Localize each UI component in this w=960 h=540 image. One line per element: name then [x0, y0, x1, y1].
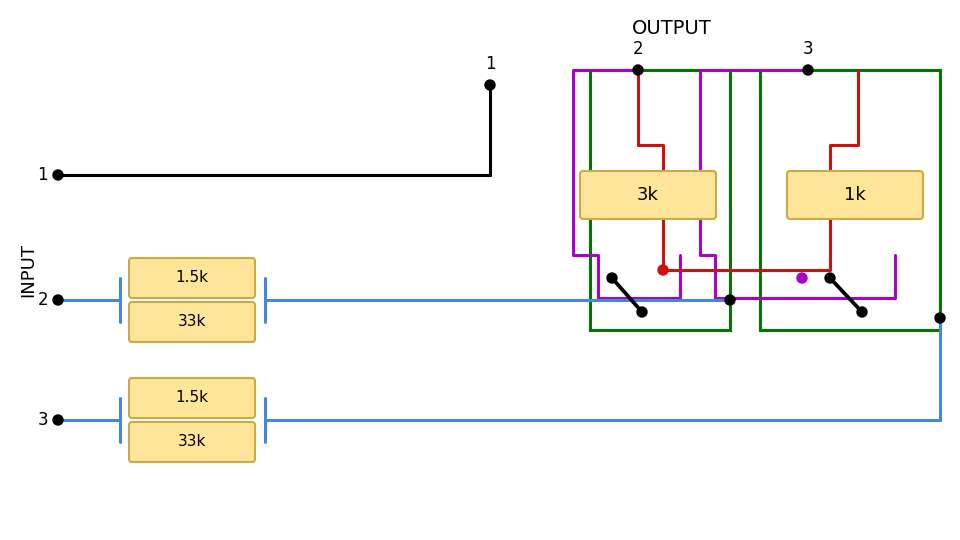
Circle shape: [797, 273, 807, 283]
Text: 3: 3: [37, 411, 48, 429]
Text: OUTPUT: OUTPUT: [632, 18, 712, 37]
Text: 1: 1: [37, 166, 48, 184]
Circle shape: [485, 80, 495, 90]
Text: 3: 3: [803, 40, 813, 58]
Circle shape: [53, 415, 63, 425]
Text: 2: 2: [633, 40, 643, 58]
Text: 1k: 1k: [844, 186, 866, 204]
Text: INPUT: INPUT: [19, 243, 37, 297]
Circle shape: [935, 313, 945, 323]
Text: 33k: 33k: [178, 435, 206, 449]
Bar: [590, 70, 730, 330]
Circle shape: [637, 307, 647, 317]
Circle shape: [825, 273, 835, 283]
Text: 3k: 3k: [637, 186, 659, 204]
Text: 33k: 33k: [178, 314, 206, 329]
Circle shape: [607, 273, 617, 283]
Circle shape: [633, 65, 643, 75]
FancyBboxPatch shape: [129, 378, 255, 418]
FancyBboxPatch shape: [129, 422, 255, 462]
Circle shape: [53, 295, 63, 305]
Text: 1: 1: [485, 55, 495, 73]
Text: 1.5k: 1.5k: [176, 390, 208, 406]
FancyBboxPatch shape: [580, 171, 716, 219]
Circle shape: [857, 307, 867, 317]
Bar: [760, 70, 940, 330]
Circle shape: [658, 265, 668, 275]
Circle shape: [53, 170, 63, 180]
FancyBboxPatch shape: [129, 258, 255, 298]
FancyBboxPatch shape: [787, 171, 923, 219]
Circle shape: [725, 295, 735, 305]
FancyBboxPatch shape: [129, 302, 255, 342]
Text: 2: 2: [37, 291, 48, 309]
Text: 1.5k: 1.5k: [176, 271, 208, 286]
Circle shape: [803, 65, 813, 75]
